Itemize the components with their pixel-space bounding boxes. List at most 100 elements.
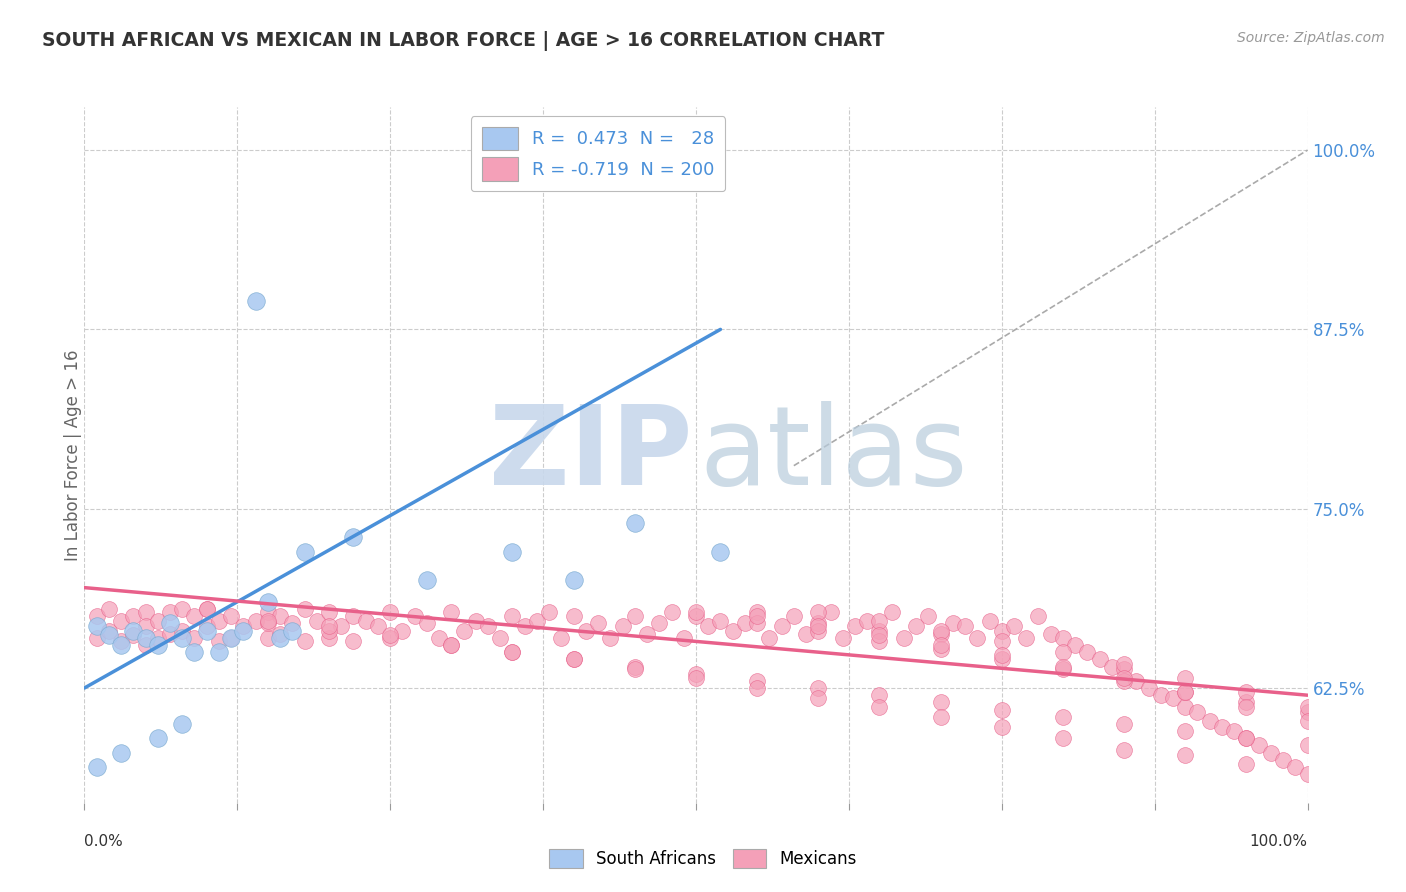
Point	[159, 616, 181, 631]
Point	[416, 574, 439, 588]
Point	[685, 666, 707, 681]
Point	[1284, 760, 1306, 774]
Point	[1296, 739, 1319, 753]
Point	[219, 609, 242, 624]
Point	[219, 631, 242, 645]
Point	[159, 626, 181, 640]
Point	[1247, 739, 1270, 753]
Point	[232, 619, 254, 633]
Point	[1272, 753, 1295, 767]
Point	[661, 605, 683, 619]
Point	[281, 624, 304, 638]
Point	[807, 624, 830, 638]
Point	[586, 616, 609, 631]
Point	[245, 614, 267, 628]
Point	[257, 595, 280, 609]
Point	[1161, 691, 1184, 706]
Point	[929, 710, 952, 724]
Point	[747, 681, 769, 695]
Point	[1174, 671, 1197, 685]
Point	[758, 631, 780, 645]
Point	[294, 602, 316, 616]
Point	[991, 720, 1014, 734]
Point	[380, 631, 402, 645]
Point	[1236, 695, 1258, 709]
Point	[1052, 710, 1074, 724]
Point	[1101, 659, 1123, 673]
Point	[1187, 706, 1209, 720]
Point	[1076, 645, 1098, 659]
Point	[807, 605, 830, 619]
Point	[869, 624, 891, 638]
Point	[1174, 685, 1197, 699]
Point	[929, 624, 952, 638]
Point	[770, 619, 793, 633]
Point	[195, 602, 218, 616]
Point	[208, 645, 231, 659]
Point	[195, 624, 218, 638]
Point	[146, 731, 169, 746]
Point	[1296, 767, 1319, 781]
Point	[232, 624, 254, 638]
Point	[404, 609, 426, 624]
Point	[195, 602, 218, 616]
Point	[183, 631, 205, 645]
Point	[979, 614, 1001, 628]
Point	[427, 631, 450, 645]
Point	[318, 605, 340, 619]
Point	[747, 616, 769, 631]
Point	[991, 648, 1014, 662]
Point	[318, 619, 340, 633]
Point	[929, 695, 952, 709]
Point	[86, 760, 108, 774]
Point	[783, 609, 806, 624]
Point	[440, 638, 463, 652]
Point	[257, 631, 280, 645]
Point	[122, 624, 145, 638]
Point	[367, 619, 389, 633]
Point	[1296, 714, 1319, 728]
Point	[709, 614, 731, 628]
Point	[110, 746, 132, 760]
Point	[464, 614, 486, 628]
Point	[1088, 652, 1111, 666]
Point	[794, 626, 817, 640]
Point	[1211, 720, 1233, 734]
Point	[97, 628, 120, 642]
Point	[599, 631, 621, 645]
Point	[685, 605, 707, 619]
Point	[905, 619, 928, 633]
Point	[612, 619, 634, 633]
Point	[502, 645, 524, 659]
Point	[342, 609, 364, 624]
Point	[1223, 724, 1246, 739]
Point	[135, 631, 157, 645]
Point	[869, 628, 891, 642]
Point	[257, 616, 280, 631]
Point	[477, 619, 499, 633]
Point	[342, 530, 364, 544]
Point	[1015, 631, 1038, 645]
Point	[1052, 662, 1074, 676]
Point	[562, 652, 585, 666]
Point	[1198, 714, 1220, 728]
Point	[880, 605, 903, 619]
Text: Source: ZipAtlas.com: Source: ZipAtlas.com	[1237, 31, 1385, 45]
Point	[122, 628, 145, 642]
Point	[269, 609, 291, 624]
Point	[1114, 662, 1136, 676]
Point	[1114, 673, 1136, 688]
Point	[831, 631, 853, 645]
Point	[636, 626, 658, 640]
Point	[856, 614, 879, 628]
Point	[257, 605, 280, 619]
Point	[648, 616, 671, 631]
Point	[966, 631, 988, 645]
Point	[380, 605, 402, 619]
Text: 0.0%: 0.0%	[84, 834, 124, 849]
Point	[685, 609, 707, 624]
Point	[953, 619, 976, 633]
Legend: R =  0.473  N =   28, R = -0.719  N = 200: R = 0.473 N = 28, R = -0.719 N = 200	[471, 116, 725, 192]
Point	[97, 624, 120, 638]
Point	[575, 624, 598, 638]
